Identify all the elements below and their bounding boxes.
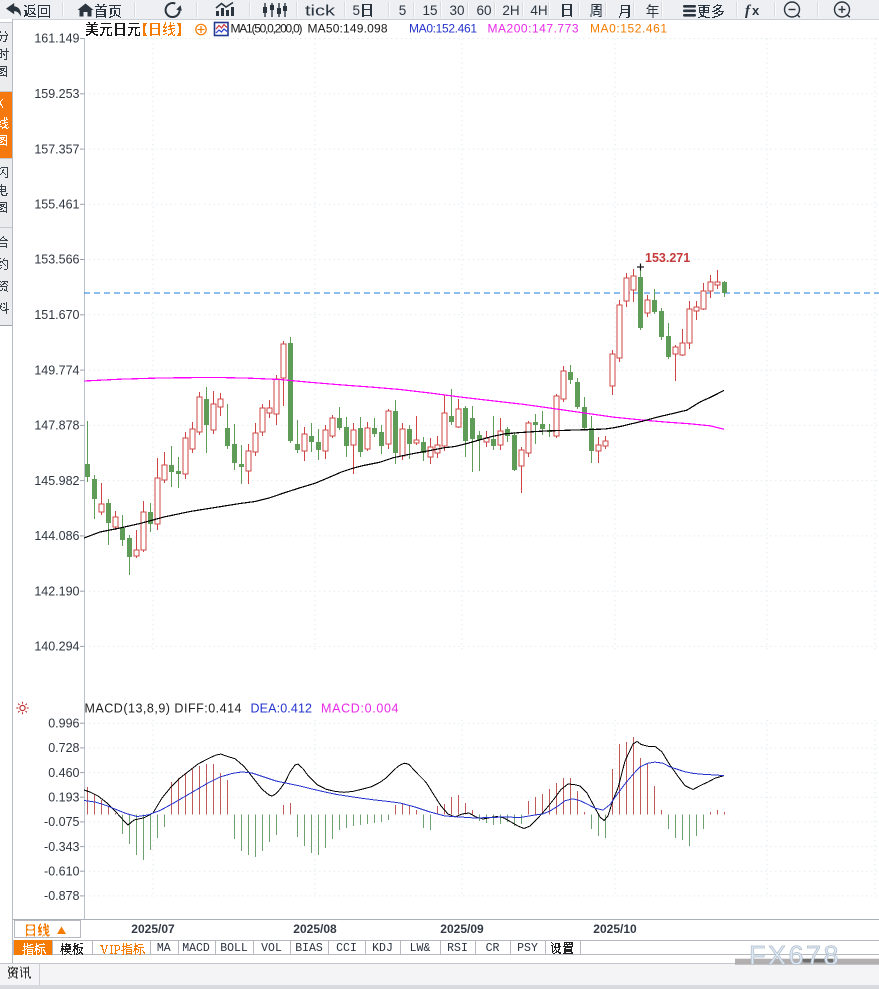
svg-text:LW&: LW& xyxy=(410,942,431,955)
svg-text:151.670: 151.670 xyxy=(34,308,79,322)
svg-text:CR: CR xyxy=(486,942,500,955)
svg-text:147.878: 147.878 xyxy=(34,419,79,433)
svg-text:BIAS: BIAS xyxy=(295,942,323,955)
svg-text:-0.343: -0.343 xyxy=(44,840,79,854)
svg-text:30: 30 xyxy=(449,3,464,18)
svg-text:60: 60 xyxy=(476,3,491,18)
svg-text:0.996: 0.996 xyxy=(48,716,79,730)
svg-text:VOL: VOL xyxy=(261,942,282,955)
svg-text:144.086: 144.086 xyxy=(34,529,79,543)
svg-text:MA: MA xyxy=(157,942,171,955)
svg-text:x: x xyxy=(752,3,760,18)
svg-text:145.982: 145.982 xyxy=(34,474,79,488)
svg-text:2025/09: 2025/09 xyxy=(440,922,484,936)
svg-text:0.193: 0.193 xyxy=(48,790,79,804)
svg-text:-0.610: -0.610 xyxy=(44,864,79,878)
svg-text:-0.878: -0.878 xyxy=(44,889,79,903)
svg-text:140.294: 140.294 xyxy=(34,640,79,654)
svg-text:BOLL: BOLL xyxy=(220,942,248,955)
svg-text:5: 5 xyxy=(399,3,407,18)
svg-text:155.461: 155.461 xyxy=(34,198,79,212)
svg-text:157.357: 157.357 xyxy=(34,142,79,156)
svg-text:5: 5 xyxy=(352,3,360,18)
svg-text:-0.075: -0.075 xyxy=(44,815,79,829)
svg-text:tick: tick xyxy=(305,3,336,20)
svg-text:153.271: 153.271 xyxy=(645,251,690,265)
svg-text:0.460: 0.460 xyxy=(48,766,79,780)
svg-text:FX678: FX678 xyxy=(749,941,841,971)
svg-text:MACD: MACD xyxy=(182,942,210,955)
svg-text:f: f xyxy=(745,3,752,19)
svg-text:15: 15 xyxy=(422,3,437,18)
svg-text:KDJ: KDJ xyxy=(372,942,393,955)
svg-text:149.774: 149.774 xyxy=(34,363,79,377)
svg-text:CCI: CCI xyxy=(336,942,357,955)
svg-text:159.253: 159.253 xyxy=(34,87,79,101)
svg-text:4H: 4H xyxy=(530,3,547,18)
svg-text:2025/08: 2025/08 xyxy=(293,922,337,936)
svg-text:RSI: RSI xyxy=(447,942,468,955)
svg-text:161.149: 161.149 xyxy=(34,32,79,46)
svg-text:153.566: 153.566 xyxy=(34,253,79,267)
svg-text:2025/10: 2025/10 xyxy=(593,922,637,936)
svg-text:PSY: PSY xyxy=(517,942,538,955)
svg-text:0.728: 0.728 xyxy=(48,741,79,755)
svg-text:2H: 2H xyxy=(502,3,519,18)
svg-text:2025/07: 2025/07 xyxy=(131,922,175,936)
svg-text:142.190: 142.190 xyxy=(34,584,79,598)
